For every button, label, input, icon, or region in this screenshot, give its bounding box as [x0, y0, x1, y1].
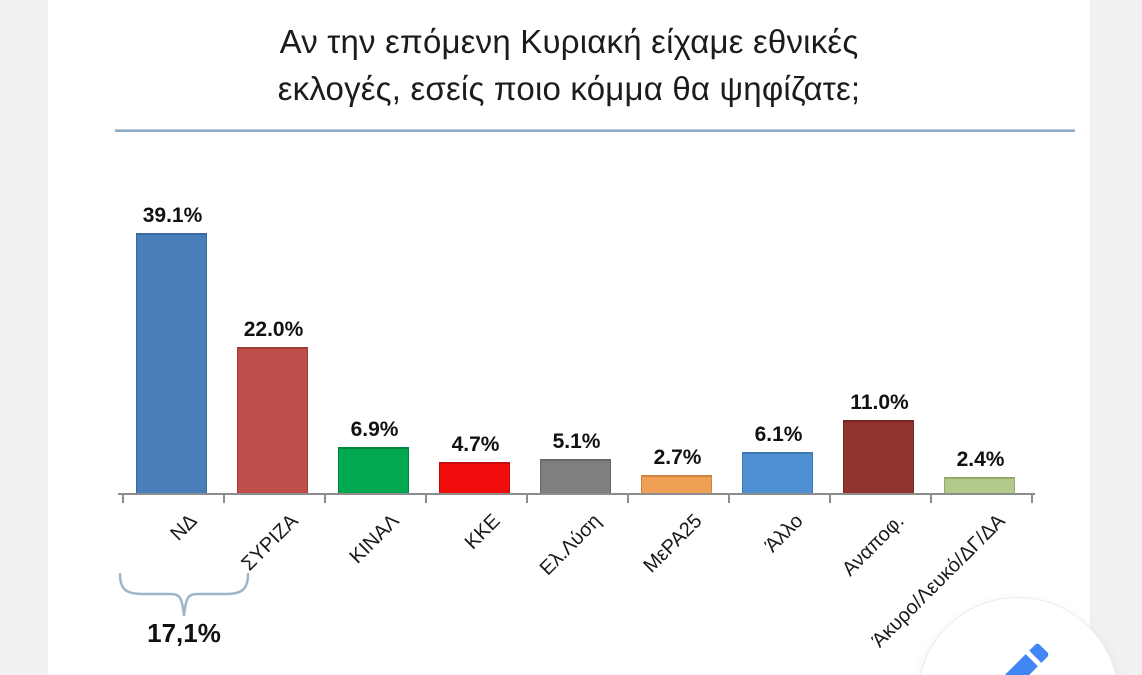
x-axis-label: ΚΙΝΑΛ — [345, 510, 404, 569]
bar — [136, 233, 207, 493]
bar — [843, 420, 914, 493]
bar — [944, 477, 1015, 493]
bar-value-label: 2.4% — [956, 448, 1005, 471]
bar-column: 6.1% — [728, 160, 829, 493]
axis-tick — [425, 494, 427, 503]
bar — [742, 452, 813, 493]
bar-column: 22.0% — [223, 160, 324, 493]
bar-value-label: 2.7% — [653, 446, 702, 469]
bar-column: 2.7% — [627, 160, 728, 493]
bar-column: 4.7% — [425, 160, 526, 493]
x-axis-label: ΜεΡΑ25 — [638, 510, 707, 578]
bar — [439, 462, 510, 493]
chart-title-line-2: εκλογές, εσείς ποιο κόμμα θα ψηφίζατε; — [277, 70, 861, 107]
axis-tick — [223, 494, 225, 503]
bar-value-label: 6.1% — [754, 423, 803, 446]
grouping-brace — [118, 572, 250, 617]
x-axis-label: Άλλο — [760, 510, 808, 557]
axis-tick — [122, 494, 124, 503]
bar-column: 2.4% — [930, 160, 1031, 493]
axis-tick — [324, 494, 326, 503]
axis-tick — [829, 494, 831, 503]
bar-value-label: 5.1% — [552, 430, 601, 453]
axis-tick — [728, 494, 730, 503]
difference-label: 17,1% — [147, 618, 221, 648]
x-axis-line — [118, 493, 1035, 495]
edit-pencil-icon — [1004, 643, 1049, 675]
axis-tick — [526, 494, 528, 503]
bar — [237, 347, 308, 493]
bar-column: 39.1% — [122, 160, 223, 493]
bar-value-label: 4.7% — [451, 433, 500, 456]
plot-area: 39.1% 22.0% 6.9% 4.7% 5.1% 2.7% 6.1% 11.0% 2.4% — [122, 160, 1031, 493]
bar-value-label: 6.9% — [350, 418, 399, 441]
chart-title-line-1: Αν την επόμενη Κυριακή είχαμε εθνικές — [279, 23, 859, 60]
axis-tick — [1031, 494, 1033, 503]
x-axis-label: ΝΔ — [165, 510, 202, 546]
bar — [540, 459, 611, 493]
x-axis-label: Αναποφ. — [837, 510, 909, 581]
bar-column: 6.9% — [324, 160, 425, 493]
bar — [338, 447, 409, 493]
bar-column: 5.1% — [526, 160, 627, 493]
bar-value-label: 11.0% — [850, 391, 909, 414]
x-axis-label: Ελ.Λύση — [535, 510, 606, 580]
bar-value-label: 22.0% — [243, 318, 304, 341]
x-axis-label: ΣΥΡΙΖΑ — [236, 510, 303, 576]
chart-title: Αν την επόμενη Κυριακή είχαμε εθνικές εκ… — [48, 18, 1090, 112]
bar-value-label: 39.1% — [142, 204, 203, 227]
bar-column: 11.0% — [829, 160, 930, 493]
bar — [641, 475, 712, 493]
x-axis-label: ΚΚΕ — [460, 510, 505, 554]
axis-tick — [930, 494, 932, 503]
axis-tick — [627, 494, 629, 503]
title-underline — [115, 129, 1075, 132]
chart-image: Αν την επόμενη Κυριακή είχαμε εθνικές εκ… — [48, 0, 1090, 675]
